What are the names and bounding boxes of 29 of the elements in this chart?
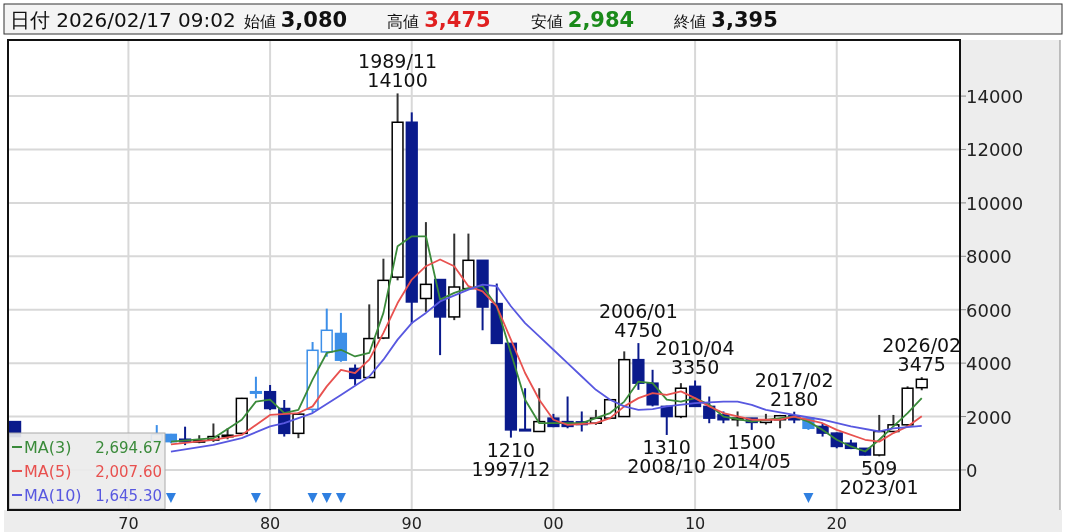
x-tick-label: 10 [684, 514, 706, 532]
annotation: 1989/11 14100 [358, 50, 438, 92]
y-tick-label: 12000 [966, 139, 1024, 161]
y-tick-label: 0 [966, 459, 978, 481]
annotation: 509 2023/01 [839, 457, 919, 499]
y-tick-label: 8000 [966, 246, 1012, 268]
text: 安値 2,984 [530, 8, 635, 32]
y-tick-label: 2000 [966, 406, 1012, 428]
annotation: 1500 2014/05 [712, 430, 792, 472]
text: MA(5) 2,007.60 [24, 462, 162, 481]
legend-label: MA(10) 1,645.30 [24, 486, 162, 505]
x-tick-label: 20 [826, 514, 847, 532]
text: 高値 3,475 [387, 8, 491, 32]
x-tick-label: 00 [543, 514, 564, 532]
annotation: 1310 2008/10 [627, 435, 707, 477]
annotation: 1210 1997/12 [471, 438, 551, 480]
y-tick-label: 4000 [966, 353, 1012, 375]
x-tick-label: 80 [259, 514, 281, 532]
y-tick-label: 10000 [966, 192, 1024, 214]
x-tick-label: 70 [118, 514, 139, 532]
text: 始値 3,080 [243, 8, 348, 32]
y-tick-label: 14000 [966, 86, 1024, 108]
text: MA(3) 2,694.67 [24, 438, 162, 457]
text: 終値 3,395 [673, 8, 778, 32]
x-tick-label: 90 [401, 514, 422, 532]
annotation: 2017/02 2180 [754, 368, 834, 410]
y-tick-label: 6000 [966, 299, 1012, 321]
chart-title: 日付 2026/02/17 09:02 [10, 8, 236, 32]
annotation: 2026/02 3475 [882, 334, 962, 376]
